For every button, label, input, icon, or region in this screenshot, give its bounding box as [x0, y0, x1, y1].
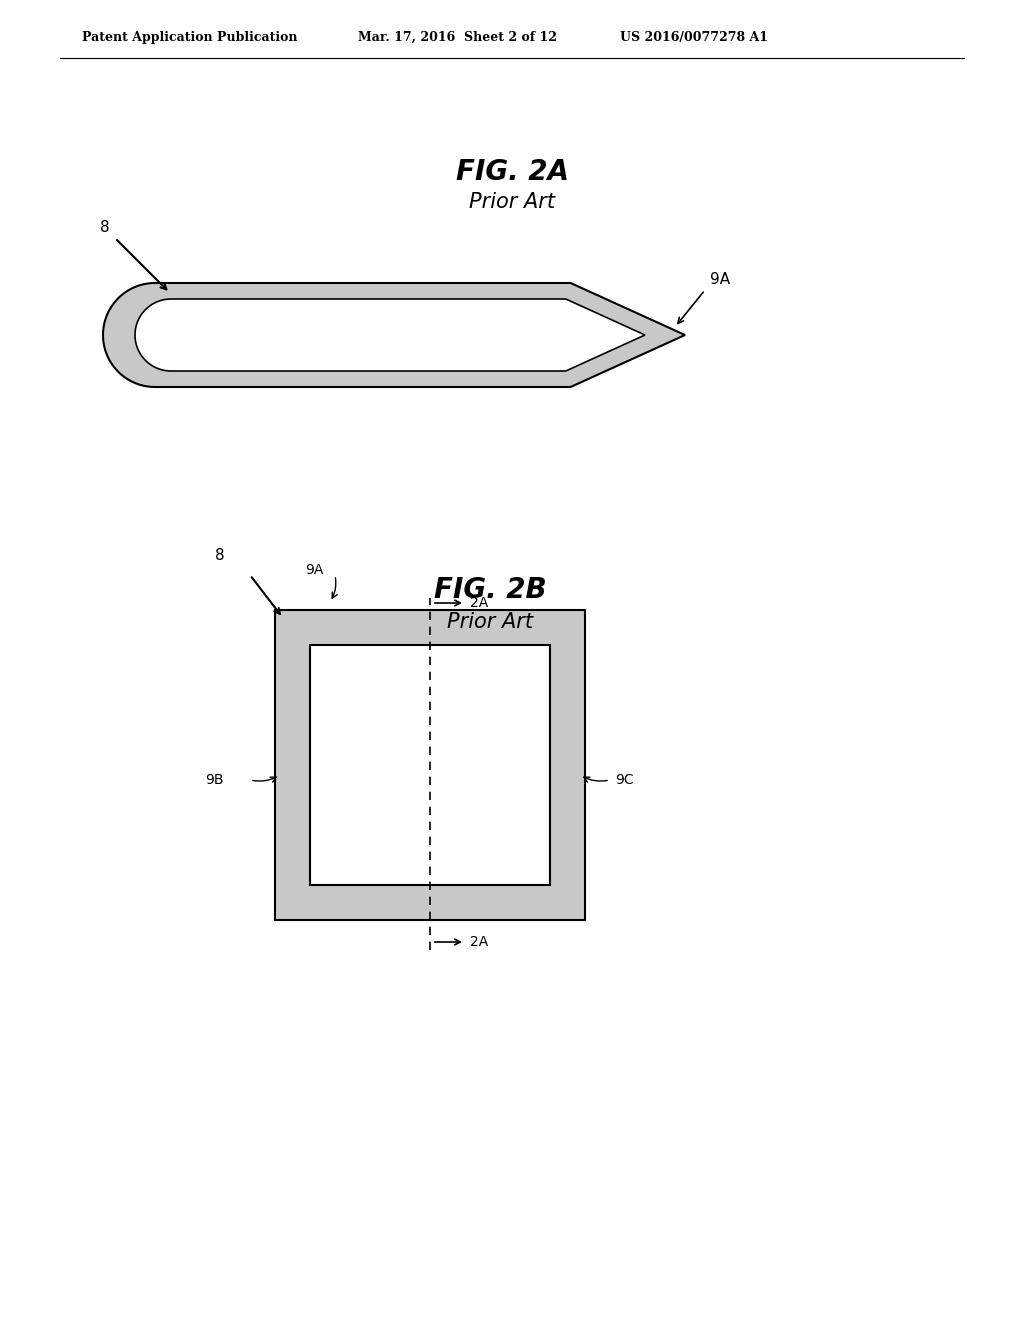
- Bar: [310, 645, 550, 884]
- Text: Prior Art: Prior Art: [447, 612, 534, 632]
- Text: 9A: 9A: [710, 272, 730, 288]
- Text: 8: 8: [215, 548, 225, 562]
- Polygon shape: [135, 300, 645, 371]
- Text: Patent Application Publication: Patent Application Publication: [82, 30, 298, 44]
- Bar: [275, 610, 585, 920]
- Text: 9C: 9C: [615, 774, 634, 787]
- Polygon shape: [103, 282, 685, 387]
- Text: US 2016/0077278 A1: US 2016/0077278 A1: [620, 30, 768, 44]
- Text: Mar. 17, 2016  Sheet 2 of 12: Mar. 17, 2016 Sheet 2 of 12: [358, 30, 557, 44]
- Text: 9A: 9A: [305, 564, 324, 577]
- Text: FIG. 2B: FIG. 2B: [434, 576, 547, 605]
- Text: 9B: 9B: [205, 774, 223, 787]
- Text: Prior Art: Prior Art: [469, 191, 555, 213]
- Text: 2A: 2A: [470, 935, 488, 949]
- Text: 2A: 2A: [470, 597, 488, 610]
- Text: 8: 8: [100, 219, 110, 235]
- Text: FIG. 2A: FIG. 2A: [456, 158, 568, 186]
